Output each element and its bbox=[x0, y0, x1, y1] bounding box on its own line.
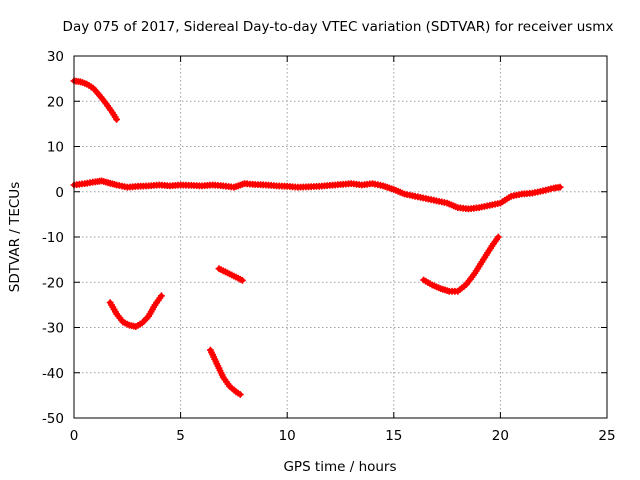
x-axis-label: GPS time / hours bbox=[283, 459, 396, 475]
y-tick-label: -10 bbox=[42, 230, 64, 246]
y-tick-label: 0 bbox=[55, 185, 64, 201]
y-tick-label: 30 bbox=[47, 49, 64, 65]
y-tick-label: 10 bbox=[47, 140, 64, 156]
x-tick-label: 15 bbox=[385, 428, 402, 444]
x-tick-label: 10 bbox=[279, 428, 296, 444]
x-tick-label: 20 bbox=[492, 428, 509, 444]
x-tick-label: 25 bbox=[598, 428, 615, 444]
y-tick-label: -30 bbox=[42, 321, 64, 337]
x-tick-label: 5 bbox=[176, 428, 185, 444]
data-point-marker bbox=[158, 292, 165, 300]
y-tick-label: -20 bbox=[42, 275, 64, 291]
y-tick-label: 20 bbox=[47, 94, 64, 110]
data-point-marker bbox=[113, 116, 120, 123]
tick-labels: 0 5 10 15 20 25 -50 -40 -30 -20 -10 0 10 20 30 bbox=[42, 49, 616, 444]
chart-title: Day 075 of 2017, Sidereal Day-to-day VTE… bbox=[63, 19, 614, 35]
axis-ticks bbox=[73, 55, 608, 419]
y-axis-label: SDTVAR / TECUs bbox=[7, 182, 23, 292]
data-point-marker bbox=[494, 233, 502, 241]
data-point-marker bbox=[236, 391, 244, 398]
data-marks bbox=[70, 77, 564, 398]
grid-lines bbox=[74, 56, 607, 418]
data-point-marker bbox=[239, 277, 246, 284]
x-tick-label: 0 bbox=[70, 428, 79, 444]
y-tick-label: -40 bbox=[42, 366, 64, 382]
y-tick-label: -50 bbox=[42, 411, 64, 427]
data-point-marker bbox=[556, 183, 564, 191]
